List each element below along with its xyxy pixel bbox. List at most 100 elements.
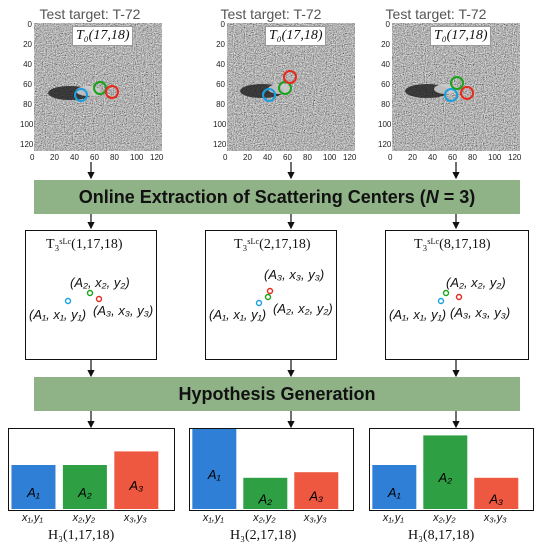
sar-image-3 <box>392 23 520 151</box>
bar-xtick-label: x₁,y₁ <box>382 512 404 524</box>
x-tick-label: 120 <box>150 153 164 162</box>
y-tick-label: 100 <box>213 120 227 129</box>
panel-3-title: Test target: T-72 <box>385 6 487 22</box>
y-tick-label: 20 <box>216 40 225 49</box>
y-tick-label: 40 <box>381 60 390 69</box>
target-label-3: T₀(17,18) <box>430 26 492 46</box>
slc-box-2: T₃ˢᴸᶜ(2,17,18) (A₃, x₃, y₃) (A₁, x₁, y₁)… <box>205 230 337 360</box>
x-tick-label: 60 <box>283 153 292 162</box>
hyp-label-2: H₃(2,17,18) <box>230 528 297 543</box>
bar-xtick-label: x₂,y₂ <box>72 512 96 524</box>
point-label-1a: (A₂, x₂, y₂) <box>70 275 130 290</box>
bar-2 <box>62 465 107 509</box>
slc-label-1: T₃ˢᴸᶜ(1,17,18) <box>46 237 123 252</box>
blue-circle-icon <box>444 88 458 102</box>
target-label-2: T₀(17,18) <box>265 26 327 46</box>
x-tick-label: 100 <box>488 153 502 162</box>
bar-3 <box>474 477 519 509</box>
x-tick-label: 80 <box>110 153 119 162</box>
point-label-3c: (A₃, x₃, y₃) <box>450 305 511 320</box>
red-circle-icon <box>460 86 474 100</box>
y-tick-label: 0 <box>385 20 390 29</box>
stage1-var: N <box>425 187 439 207</box>
x-tick-label: 80 <box>303 153 312 162</box>
bar-1 <box>11 465 56 509</box>
y-tick-label: 100 <box>20 120 34 129</box>
bar-3 <box>294 472 339 509</box>
y-tick-label: 80 <box>216 100 225 109</box>
bar-xtick-label: x₂,y₂ <box>433 512 456 524</box>
bar-2 <box>423 435 468 509</box>
slc-label-2: T₃ˢᴸᶜ(2,17,18) <box>234 237 311 252</box>
bars-svg-3: A₁ A₂ A₃ <box>372 435 519 509</box>
bar-value-label: A₂ <box>77 485 92 500</box>
y-tick-label: 60 <box>23 80 32 89</box>
points-1 <box>64 289 103 305</box>
y-tick-label: 120 <box>378 140 392 149</box>
hyp-label-1: H₃(1,17,18) <box>48 528 115 543</box>
red-circle-icon <box>105 85 119 99</box>
red-circle-icon <box>283 70 297 84</box>
bar-value-label: A₁ <box>26 485 40 500</box>
x-tick-label: 60 <box>448 153 457 162</box>
y-tick-label: 60 <box>216 80 225 89</box>
hyp-chart-2: A₁ A₂ A₃ <box>189 428 354 511</box>
bar-value-label: A₁ <box>387 485 401 500</box>
points-3 <box>437 289 463 305</box>
target-label-1: T₀(17,18) <box>72 26 134 46</box>
bar-xtick-label: x₃,y₃ <box>483 512 507 524</box>
bar-xtick-label: x₁,y₁ <box>21 512 43 524</box>
y-tick-label: 80 <box>23 100 32 109</box>
hyp-chart-3: A₁ A₂ A₃ <box>369 428 534 511</box>
point-label-2a: (A₃, x₃, y₃) <box>264 267 325 282</box>
bar-value-label: A₂ <box>437 470 452 485</box>
blue-circle-icon <box>74 88 88 102</box>
y-tick-label: 100 <box>378 120 392 129</box>
slc-box-1: T₃ˢᴸᶜ(1,17,18) (A₂, x₂, y₂) (A₁, x₁, y₁)… <box>25 230 157 360</box>
bar-value-label: A₃ <box>488 491 503 506</box>
bar-3 <box>114 451 159 509</box>
bar-value-label: A₃ <box>128 478 143 493</box>
green-circle-icon <box>93 81 107 95</box>
bar-2 <box>243 477 288 509</box>
bar-xtick-label: x₂,y₂ <box>253 512 276 524</box>
y-tick-label: 0 <box>27 20 32 29</box>
panel-2-title: Test target: T-72 <box>220 6 322 22</box>
y-tick-label: 120 <box>213 140 227 149</box>
slc-box-3: T₃ˢᴸᶜ(8,17,18) (A₂, x₂, y₂) (A₁, x₁, y₁)… <box>385 230 529 360</box>
stage1-tail: = 3) <box>438 187 476 207</box>
bar-value-label: A₂ <box>257 491 272 506</box>
point-label-1c: (A₃, x₃, y₃) <box>93 303 154 318</box>
x-tick-label: 40 <box>263 153 272 162</box>
y-tick-label: 20 <box>381 40 390 49</box>
sar-images <box>34 23 520 151</box>
x-tick-label: 20 <box>50 153 59 162</box>
point-label-3b: (A₁, x₁, y₁) <box>389 307 447 322</box>
bars-svg-2: A₁ A₂ A₃ <box>192 429 339 509</box>
y-tick-label: 0 <box>220 20 225 29</box>
x-tick-label: 100 <box>130 153 144 162</box>
y-tick-label: 120 <box>20 140 34 149</box>
x-tick-label: 120 <box>508 153 522 162</box>
y-tick-label: 40 <box>23 60 32 69</box>
bar-value-label: A₁ <box>207 467 221 482</box>
x-tick-label: 40 <box>428 153 437 162</box>
panel-1-title: Test target: T-72 <box>39 6 141 22</box>
point-label-1b: (A₁, x₁, y₁) <box>29 307 87 322</box>
bar-1 <box>372 465 417 509</box>
x-tick-label: 20 <box>408 153 417 162</box>
x-tick-label: 80 <box>468 153 477 162</box>
bar-1 <box>192 429 237 509</box>
sar-image-2 <box>227 23 355 151</box>
x-tick-label: 120 <box>343 153 357 162</box>
bars-svg-1: A₁ A₂ A₃ <box>11 451 159 509</box>
blue-circle-icon <box>262 88 276 102</box>
bar-xtick-label: x₁,y₁ <box>202 512 224 524</box>
x-tick-label: 20 <box>243 153 252 162</box>
x-tick-label: 100 <box>323 153 337 162</box>
point-label-3a: (A₂, x₂, y₂) <box>446 275 506 290</box>
y-tick-label: 20 <box>23 40 32 49</box>
green-circle-icon <box>450 76 464 90</box>
x-tick-label: 0 <box>30 153 35 162</box>
